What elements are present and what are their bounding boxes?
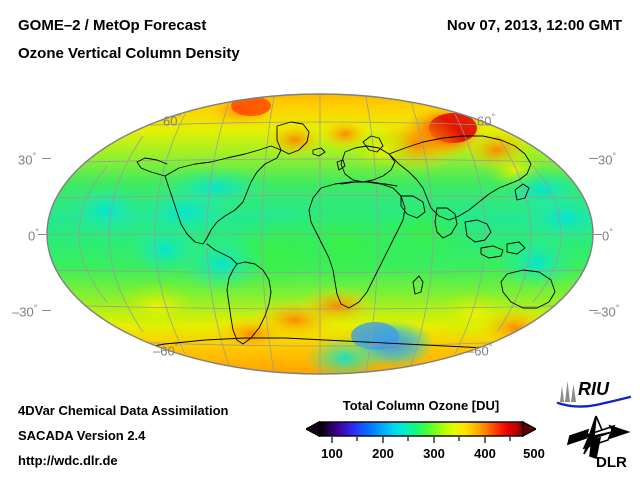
lat-tick-left-0 [38, 234, 47, 235]
coastlines [130, 121, 582, 353]
colorbar-gradient-svg [306, 420, 536, 443]
lat-tick-right-0 [593, 234, 602, 235]
footer-method-label: 4DVar Chemical Data Assimilation [18, 403, 229, 418]
mollweide-projection-svg [46, 93, 594, 375]
colorbar-tick-labels: 100 200 300 400 500 [306, 446, 545, 468]
riu-logo-wave [556, 395, 632, 408]
degree-sign: ° [488, 342, 493, 352]
lat-label-right-30s: –30° [594, 303, 620, 320]
degree-sign: ° [33, 303, 38, 313]
riu-logo: RIU [556, 379, 632, 408]
lat-label-left-0: 0° [28, 227, 39, 244]
footer-url-link[interactable]: http://wdc.dlr.de [18, 453, 118, 468]
colorbar: Total Column Ozone [DU] [306, 398, 545, 474]
map-label-60-south-right: –60° [467, 342, 493, 359]
lat-tick-right-30s [589, 310, 598, 311]
colorbar-tick-400: 400 [474, 446, 496, 461]
colorbar-tick-100: 100 [321, 446, 343, 461]
ozone-map-area: 60° 60° –60° –60° 30° 0° –30° 30° 0° –30… [0, 82, 640, 382]
page-subtitle: Ozone Vertical Column Density [18, 45, 240, 62]
degree-sign: ° [174, 342, 179, 352]
degree-sign: ° [609, 227, 613, 237]
degree-sign: ° [177, 112, 182, 122]
colorbar-ticks [331, 437, 511, 443]
colorbar-left-arrow [306, 420, 320, 438]
map-label-60-north-left: 60° [163, 112, 182, 129]
lat-label-left-30n: 30° [18, 151, 37, 168]
footer-version-label: SACADA Version 2.4 [18, 428, 146, 443]
colorbar-tick-500: 500 [523, 446, 545, 461]
riu-logo-bars [560, 381, 576, 402]
world-map-globe: 60° 60° –60° –60° [45, 92, 595, 376]
lat-label-right-30n: 30° [598, 151, 617, 168]
colorbar-title: Total Column Ozone [DU] [342, 398, 500, 413]
lat-label-left-30s: –30° [12, 303, 38, 320]
degree-sign: ° [491, 112, 496, 122]
map-label-60-north-right: 60° [477, 112, 496, 129]
dlr-logo-mark [566, 415, 631, 460]
degree-sign: ° [35, 227, 39, 237]
map-label-60-south-left: –60° [153, 342, 179, 359]
colorbar-tick-300: 300 [423, 446, 445, 461]
colorbar-bar [318, 421, 524, 437]
dlr-logo-text: DLR [596, 454, 627, 470]
colorbar-right-arrow [522, 420, 536, 438]
forecast-timestamp: Nov 07, 2013, 12:00 GMT [446, 17, 622, 34]
lat-tick-left-30s [42, 310, 51, 311]
degree-sign: ° [612, 151, 617, 161]
dlr-logo: DLR [566, 415, 631, 470]
degree-sign: ° [32, 151, 37, 161]
lat-tick-right-30n [589, 158, 598, 159]
degree-sign: ° [615, 303, 620, 313]
colorbar-tick-200: 200 [372, 446, 394, 461]
riu-logo-text: RIU [578, 379, 610, 399]
lat-tick-left-30n [42, 158, 51, 159]
lat-label-right-0: 0° [602, 227, 613, 244]
page-title: GOME–2 / MetOp Forecast [18, 17, 207, 34]
